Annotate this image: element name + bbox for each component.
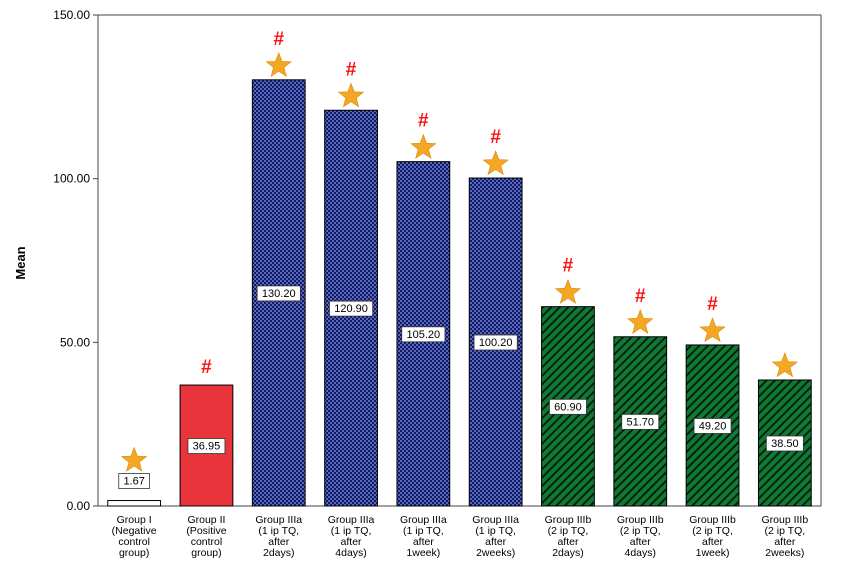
x-category-label: after — [557, 536, 579, 548]
x-category-label: Group IIIb — [545, 514, 592, 526]
bar — [107, 500, 162, 507]
x-category-label: Group II — [187, 514, 225, 526]
x-category-label: Group IIIb — [617, 514, 664, 526]
star-icon — [120, 446, 148, 472]
x-category-label: after — [702, 536, 724, 548]
star-icon — [265, 51, 292, 77]
x-category-label: after — [413, 536, 435, 548]
y-tick-label: 0.00 — [67, 499, 91, 513]
value-label-box — [329, 300, 374, 317]
hash-marker: # — [563, 256, 574, 277]
value-label: 51.70 — [626, 416, 654, 428]
y-tick-label: 50.00 — [60, 335, 90, 349]
value-label: 49.20 — [699, 420, 727, 432]
hash-marker: # — [490, 127, 501, 148]
x-category-label: 2weeks) — [765, 547, 804, 559]
x-category-label: group) — [191, 547, 221, 559]
x-category-label: after — [630, 536, 652, 548]
x-category-label: (1 ip TQ, — [403, 525, 444, 537]
x-category-label: Group IIIa — [328, 514, 375, 526]
x-category-label: (2 ip TQ, — [548, 525, 589, 537]
x-category-label: after — [341, 536, 363, 548]
x-category-label: after — [485, 536, 507, 548]
value-label-box — [401, 326, 446, 343]
value-labels-group: 1.67 36.95 130.20 120.90 105.20 100.20 60.90 51… — [118, 285, 804, 489]
hash-marker: # — [707, 294, 718, 315]
x-category-label: Group IIIb — [761, 514, 808, 526]
y-tick-label: 100.00 — [53, 172, 90, 186]
x-category-label: (Positive — [186, 525, 226, 537]
star-icon — [771, 352, 798, 378]
x-category-label: control — [118, 536, 150, 548]
hash-marker: # — [635, 286, 646, 307]
hash-marker: # — [346, 59, 357, 80]
x-category-label: (Negative — [112, 525, 157, 537]
star-icon — [482, 150, 509, 176]
x-category-label: 1week) — [406, 547, 440, 559]
x-category-label: Group IIIa — [472, 514, 519, 526]
x-category-label: Group IIIa — [400, 514, 447, 526]
x-category-label: Group I — [117, 514, 152, 526]
value-label: 120.90 — [334, 303, 368, 315]
star-icon — [699, 317, 726, 343]
x-category-label: 4days) — [335, 547, 367, 559]
value-label-box — [621, 413, 660, 430]
x-category-label: (2 ip TQ, — [692, 525, 733, 537]
value-label: 60.90 — [554, 401, 582, 413]
x-category-label: control — [191, 536, 223, 548]
value-label: 105.20 — [407, 329, 441, 341]
x-category-label: 1week) — [696, 547, 730, 559]
star-icon — [337, 82, 365, 108]
y-tick-label: 150.00 — [53, 8, 90, 22]
plot-frame — [97, 14, 822, 507]
x-category-label: (1 ip TQ, — [331, 525, 372, 537]
x-category-label: 2weeks) — [476, 547, 515, 559]
x-category-label: group) — [119, 547, 149, 559]
x-category-label: (2 ip TQ, — [620, 525, 661, 537]
value-label-box — [473, 334, 518, 351]
x-category-label: Group IIIb — [689, 514, 736, 526]
value-label-box — [118, 473, 150, 489]
value-label-box — [256, 285, 301, 302]
significance-markers: # # # # # # # # — [120, 29, 798, 472]
value-label: 38.50 — [771, 438, 799, 450]
x-category-label: 2days) — [263, 547, 295, 559]
value-label: 36.95 — [193, 441, 221, 453]
value-label-box — [549, 398, 587, 415]
x-category-label: Group IIIa — [255, 514, 302, 526]
y-axis-title: Mean — [13, 246, 28, 279]
value-label-box — [187, 438, 226, 454]
y-axis: 0.00 50.00 100.00 150.00 — [53, 8, 98, 513]
x-category-label: 2days) — [552, 547, 584, 559]
star-icon — [627, 308, 654, 334]
hash-marker: # — [273, 29, 284, 50]
x-category-label: 4days) — [624, 547, 656, 559]
x-category-label: after — [774, 536, 796, 548]
value-label: 1.67 — [123, 476, 144, 488]
star-icon — [554, 278, 582, 304]
value-label: 100.20 — [479, 337, 513, 349]
hash-marker: # — [418, 111, 429, 132]
x-category-label: (1 ip TQ, — [258, 525, 299, 537]
value-label-box — [693, 418, 732, 434]
x-category-label: after — [268, 536, 290, 548]
star-icon — [410, 133, 437, 159]
x-category-label: (2 ip TQ, — [765, 525, 806, 537]
value-label-box — [765, 435, 804, 452]
x-category-label: (1 ip TQ, — [475, 525, 516, 537]
hash-marker: # — [201, 357, 212, 378]
value-label: 130.20 — [262, 288, 296, 300]
